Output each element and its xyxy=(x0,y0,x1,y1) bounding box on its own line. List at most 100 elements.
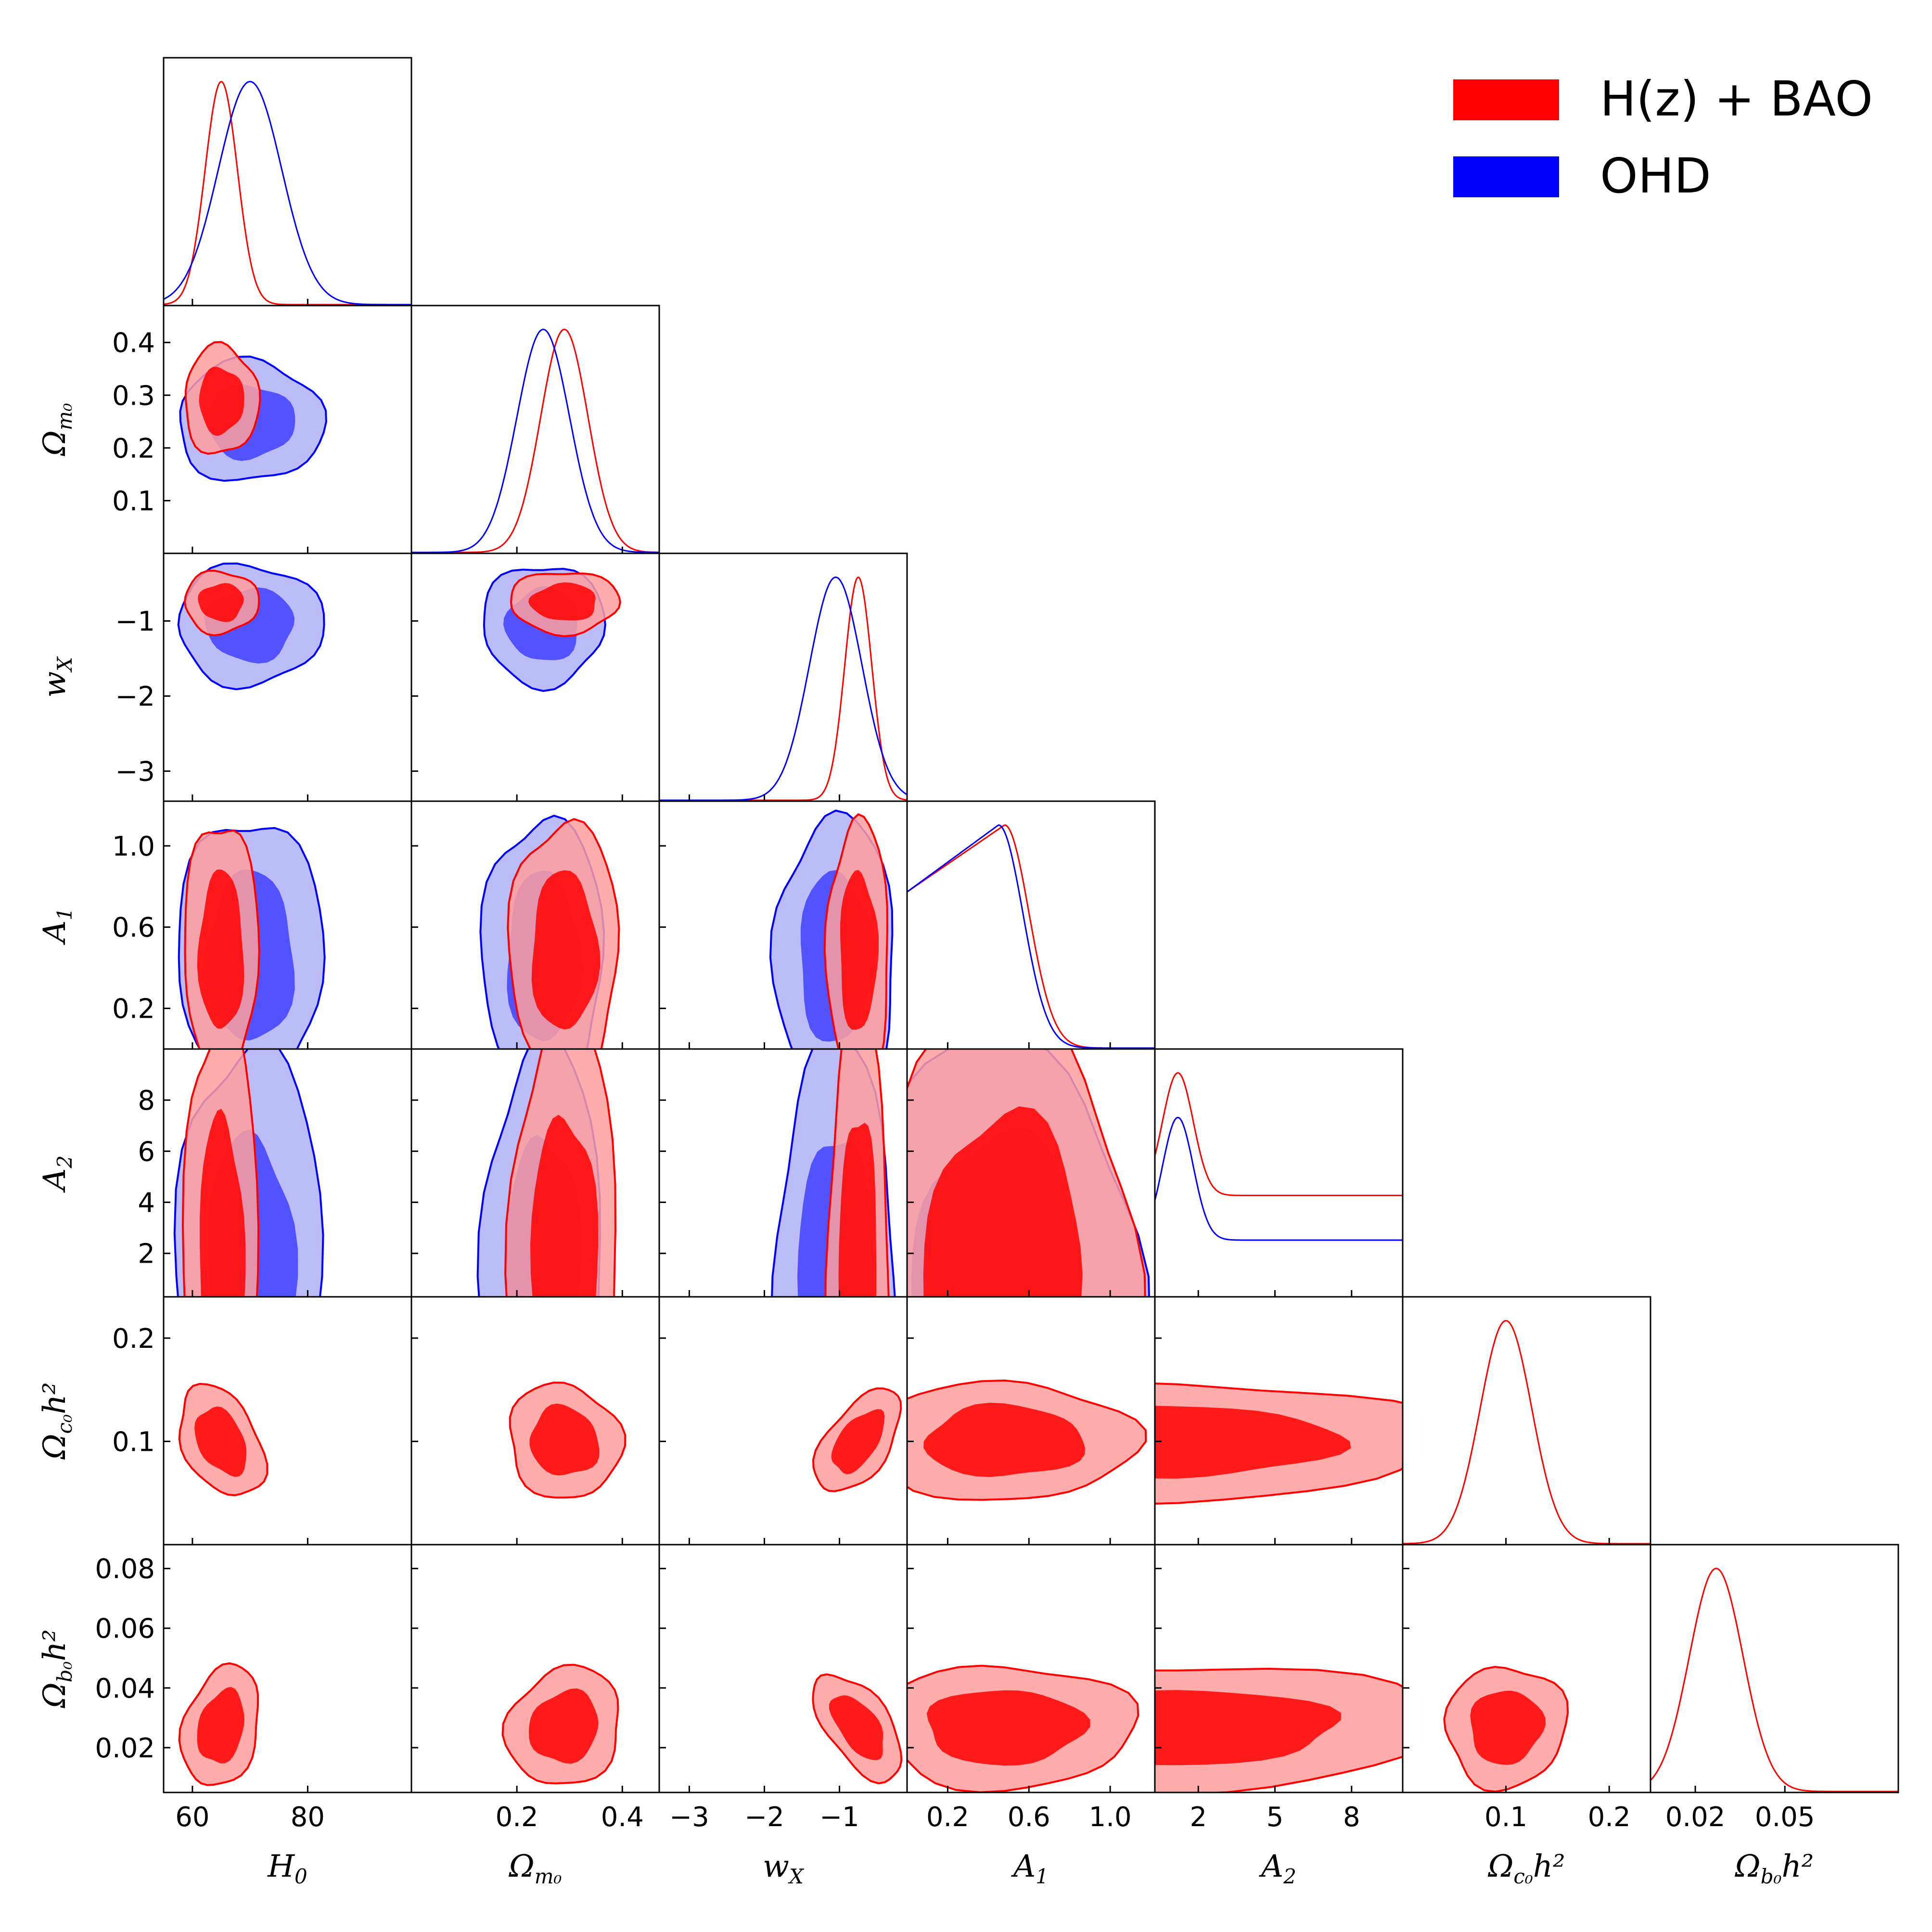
contour-68-h-z-bao xyxy=(528,1688,599,1764)
contour-68-h-z-bao xyxy=(530,1114,599,1297)
panel-obh2-obh2 xyxy=(1651,1567,1898,1792)
panel-wx-obh2 xyxy=(812,1673,903,1785)
subscript: X xyxy=(788,1865,805,1888)
x-tick-label: 0.6 xyxy=(1008,1802,1050,1833)
panel-om-a2 xyxy=(476,1049,616,1297)
contour-68-h-z-bao xyxy=(531,870,601,1030)
x-axis-label-wx: wX xyxy=(763,1849,805,1888)
marginal-curve-h-z-bao-a1 xyxy=(907,824,1155,1049)
x-tick-label: 60 xyxy=(175,1802,209,1833)
legend-label-hz-bao: H(z) + BAO xyxy=(1600,71,1873,127)
panel-a1-a1 xyxy=(907,824,1155,1049)
panel-frame xyxy=(1650,1544,1899,1793)
legend: H(z) + BAO OHD xyxy=(1453,71,1873,204)
contour-68-h-z-bao xyxy=(838,1123,877,1297)
panel-frame xyxy=(1154,1048,1404,1298)
panel-h0-och2 xyxy=(178,1382,269,1497)
subscript: X xyxy=(53,656,77,673)
panel-frame xyxy=(163,57,412,307)
x-tick-label: 1.0 xyxy=(1089,1802,1132,1833)
panel-wx-a2 xyxy=(771,1049,896,1297)
marginal-curve-ohd-a2 xyxy=(1155,1116,1403,1241)
y-tick-label: 0.06 xyxy=(95,1613,155,1645)
y-tick-label: −3 xyxy=(115,756,155,788)
contour-68-h-z-bao xyxy=(840,870,879,1030)
contour-68-h-z-bao xyxy=(1155,1406,1351,1479)
x-tick-label: 0.1 xyxy=(1484,1802,1527,1833)
x-axis-label-och2: Ωc₀h² xyxy=(1487,1849,1565,1888)
subscript: 2 xyxy=(53,1155,77,1169)
contour-68-h-z-bao xyxy=(528,582,596,621)
panel-h0-h0 xyxy=(164,80,411,306)
contour-68-h-z-bao xyxy=(1155,1690,1341,1766)
contour-68-h-z-bao xyxy=(200,1109,246,1297)
y-tick-label: 0.6 xyxy=(112,912,155,944)
y-tick-label: 0.4 xyxy=(112,328,155,359)
panel-a1-a2 xyxy=(907,1049,1150,1297)
y-axis-label-a1: A1 xyxy=(37,908,77,945)
panel-om-och2 xyxy=(509,1382,627,1499)
contour-68-h-z-bao xyxy=(197,1687,244,1764)
contour-68-h-z-bao xyxy=(198,583,244,622)
marginal-curve-h-z-bao-obh2 xyxy=(1651,1567,1898,1792)
marginal-curve-h-z-bao-wx xyxy=(659,576,907,801)
y-tick-label: 0.1 xyxy=(112,486,155,517)
marginal-curve-h-z-bao-om xyxy=(411,329,659,553)
y-tick-label: 8 xyxy=(138,1085,155,1116)
contour-68-h-z-bao xyxy=(831,1409,885,1474)
x-tick-label: 0.2 xyxy=(1588,1802,1631,1833)
contour-68-h-z-bao xyxy=(529,1403,600,1476)
subscript: 0 xyxy=(294,1865,307,1888)
panel-frame xyxy=(410,305,660,554)
x-tick-label: 0.05 xyxy=(1755,1802,1815,1833)
y-tick-label: 0.2 xyxy=(112,1323,155,1355)
panel-h0-wx xyxy=(177,562,325,691)
y-tick-label: 2 xyxy=(138,1239,155,1270)
x-tick-label: −1 xyxy=(819,1802,859,1833)
contour-68-h-z-bao xyxy=(926,1690,1090,1766)
contour-68-h-z-bao xyxy=(197,870,244,1029)
x-tick-label: 8 xyxy=(1343,1802,1360,1833)
x-tick-label: −3 xyxy=(669,1802,709,1833)
panel-h0-obh2 xyxy=(178,1662,259,1786)
y-tick-label: 0.2 xyxy=(112,433,155,464)
subscript: m₀ xyxy=(53,403,77,430)
panel-wx-och2 xyxy=(812,1387,902,1493)
x-tick-label: 0.4 xyxy=(601,1802,644,1833)
panel-och2-obh2 xyxy=(1443,1665,1569,1792)
subscript: c₀ xyxy=(53,1414,77,1434)
x-tick-label: 2 xyxy=(1190,1802,1207,1833)
subscript: m₀ xyxy=(535,1865,562,1888)
panel-a1-och2 xyxy=(907,1379,1147,1501)
x-axis-label-a2: A2 xyxy=(1259,1849,1296,1888)
y-tick-label: −2 xyxy=(115,681,155,713)
panel-h0-om xyxy=(179,341,328,482)
x-tick-label: 80 xyxy=(291,1802,325,1833)
x-tick-label: 0.2 xyxy=(926,1802,969,1833)
subscript: c₀ xyxy=(1513,1865,1533,1888)
contour-68-h-z-bao xyxy=(923,1106,1083,1297)
contour-68-h-z-bao xyxy=(829,1695,883,1760)
panel-wx-a1 xyxy=(769,809,894,1049)
subscript: 1 xyxy=(1036,1865,1049,1888)
panel-frame xyxy=(658,552,908,802)
x-axis-label-obh2: Ωb₀h² xyxy=(1735,1849,1814,1888)
suffix: h² xyxy=(37,1629,73,1662)
y-axis-label-a2: A2 xyxy=(37,1155,77,1193)
x-tick-label: 5 xyxy=(1267,1802,1284,1833)
panel-och2-och2 xyxy=(1403,1320,1651,1545)
x-axis-label-h0: H0 xyxy=(267,1849,307,1888)
panel-om-om xyxy=(411,329,659,553)
panel-om-a1 xyxy=(479,814,620,1049)
panel-a2-obh2 xyxy=(1155,1667,1403,1792)
panel-a2-a2 xyxy=(1155,1072,1403,1241)
panel-h0-a1 xyxy=(178,827,326,1049)
legend-swatch-hz-bao xyxy=(1453,79,1559,120)
y-tick-label: −1 xyxy=(115,606,155,637)
y-tick-label: 0.2 xyxy=(112,994,155,1025)
y-axis-label-wx: wX xyxy=(37,656,77,698)
y-tick-label: 1.0 xyxy=(112,831,155,862)
x-tick-label: 0.02 xyxy=(1665,1802,1726,1833)
panel-frame xyxy=(1402,1296,1651,1546)
